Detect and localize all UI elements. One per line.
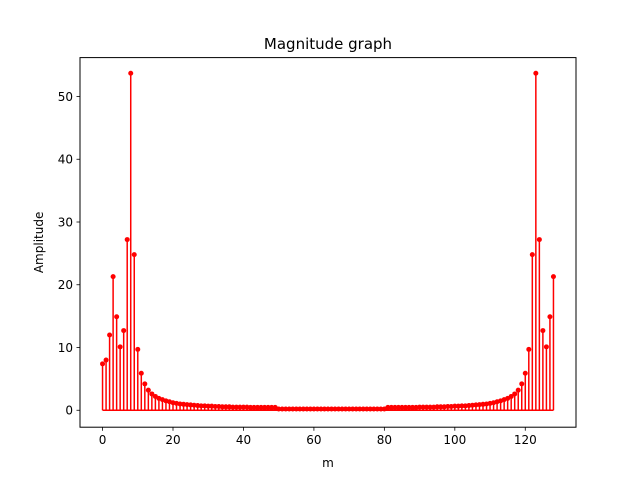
stem-marker	[522, 370, 528, 376]
stem-marker	[219, 404, 225, 410]
stem-marker	[399, 404, 405, 410]
stem-marker	[452, 403, 458, 409]
stem-marker	[100, 361, 106, 367]
stem-marker	[533, 70, 539, 76]
stem-marker	[392, 404, 398, 410]
stem-marker	[424, 404, 430, 410]
stem-marker	[536, 237, 542, 243]
stem-marker	[117, 344, 123, 350]
x-axis-label: m	[322, 456, 334, 470]
stem-marker	[385, 404, 391, 410]
stem-marker	[543, 344, 549, 350]
stem-marker	[459, 403, 465, 409]
x-tick-label: 120	[514, 433, 537, 447]
stem-marker	[526, 346, 532, 352]
y-tick-label: 20	[58, 278, 73, 292]
stem-marker	[128, 70, 134, 76]
x-tick-label: 80	[377, 433, 392, 447]
stem-marker	[145, 387, 151, 393]
stem-marker	[388, 404, 394, 410]
x-tick-label: 0	[99, 433, 107, 447]
stem-marker	[265, 404, 271, 410]
stem-marker	[142, 381, 148, 387]
stem-marker	[255, 404, 261, 410]
y-axis-ticks: 0 10 20 30 40 50	[58, 90, 80, 418]
stem-marker	[233, 404, 239, 410]
x-tick-label: 60	[306, 433, 321, 447]
stem-marker	[529, 252, 535, 258]
stem-marker	[434, 404, 440, 410]
x-tick-label: 20	[165, 433, 180, 447]
stem-marker	[406, 404, 412, 410]
stem-marker	[121, 328, 127, 334]
stem-marker	[114, 314, 120, 320]
stem-marker	[427, 404, 433, 410]
stem-marker	[107, 332, 113, 338]
stem-marker	[223, 404, 229, 410]
stem-marker	[420, 404, 426, 410]
stem-marker	[403, 404, 408, 410]
y-tick-label: 0	[65, 404, 73, 418]
y-tick-label: 50	[58, 90, 73, 104]
stem-marker	[438, 404, 444, 410]
stem-marker	[110, 274, 116, 280]
stem-marker	[240, 404, 246, 410]
stem-marker	[410, 404, 416, 410]
stem-marker	[230, 404, 236, 410]
stem-marker	[251, 404, 257, 410]
chart-title: Magnitude graph	[264, 35, 392, 53]
x-tick-label: 100	[443, 433, 466, 447]
stem-marker	[237, 404, 243, 410]
stem-marker	[262, 404, 268, 410]
y-axis-label: Amplitude	[32, 212, 46, 274]
stem-marker	[269, 404, 275, 410]
stem-marker	[508, 393, 514, 399]
stem-marker	[519, 381, 525, 387]
stem-marker	[550, 274, 556, 280]
stem-marker	[515, 387, 521, 393]
y-tick-label: 30	[58, 215, 73, 229]
y-tick-label: 40	[58, 153, 73, 167]
plot-frame	[79, 57, 577, 428]
stem-marker	[512, 391, 518, 397]
stem-marker	[212, 403, 218, 409]
stem-marker	[138, 370, 144, 376]
stem-marker	[149, 391, 155, 397]
stem-marker	[131, 252, 137, 258]
stem-marker	[248, 404, 253, 410]
stem-marker	[205, 403, 211, 409]
stem-marker	[417, 404, 423, 410]
stem-marker	[135, 346, 141, 352]
stem-marker	[124, 237, 130, 243]
stem-marker	[258, 404, 264, 410]
stem-marker	[547, 314, 553, 320]
stem-marker	[198, 403, 204, 409]
stem-marker	[445, 403, 451, 409]
x-tick-label: 40	[236, 433, 251, 447]
stem-marker	[540, 328, 546, 334]
y-tick-label: 10	[58, 341, 73, 355]
stem-marker	[395, 404, 401, 410]
x-axis-ticks: 0 20 40 60 80 100 120	[99, 427, 537, 447]
stem-marker	[103, 357, 109, 363]
